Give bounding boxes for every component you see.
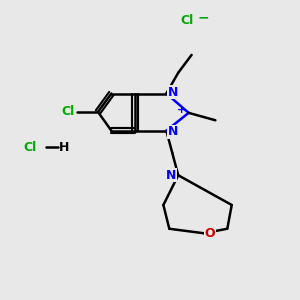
Text: O: O: [205, 227, 215, 240]
Text: Cl: Cl: [23, 140, 36, 154]
Text: −: −: [198, 10, 209, 24]
Text: N: N: [168, 86, 178, 99]
Text: Cl: Cl: [61, 106, 75, 118]
Text: H: H: [58, 140, 69, 154]
Text: N: N: [166, 169, 176, 182]
Text: +: +: [177, 106, 186, 116]
Text: N: N: [168, 125, 178, 138]
Text: Cl: Cl: [181, 14, 194, 27]
